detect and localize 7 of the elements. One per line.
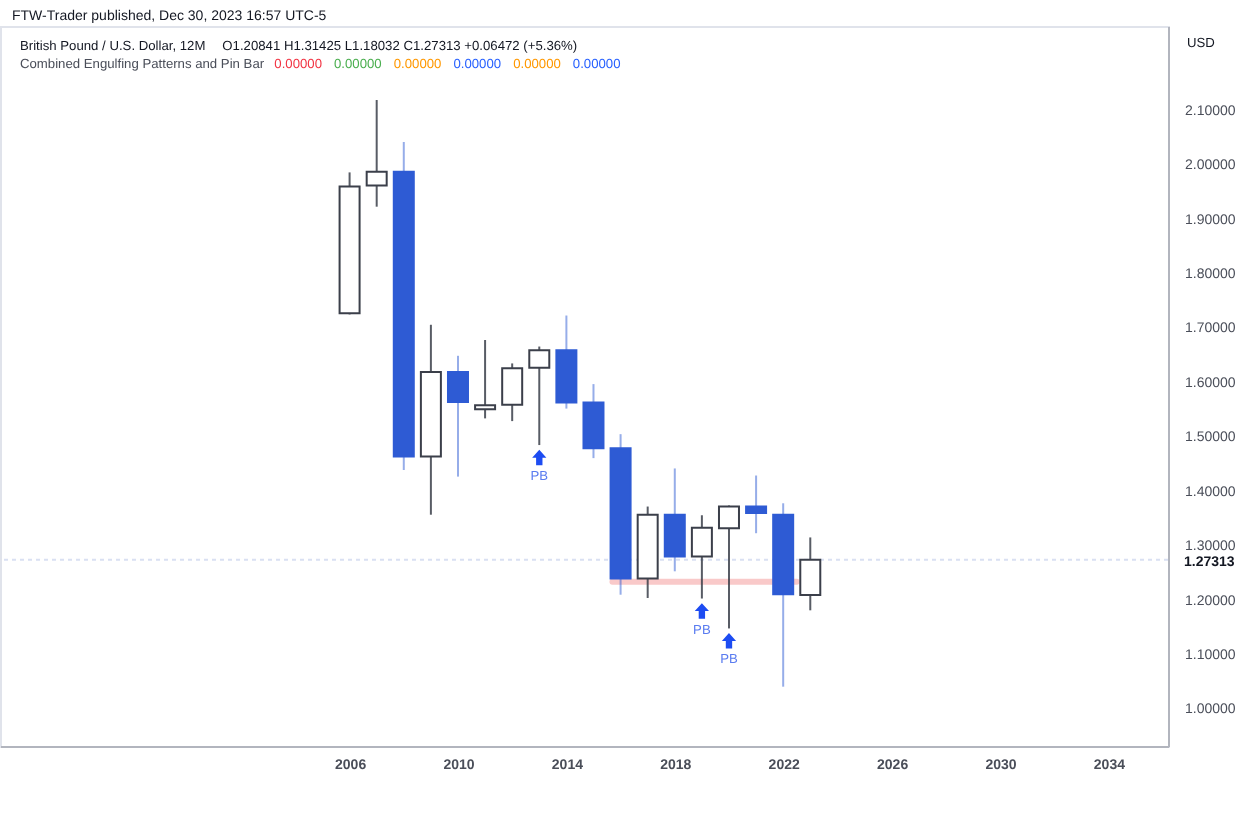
- candlestick: [717, 504, 740, 630]
- candlestick: [474, 339, 497, 420]
- candlestick: [365, 99, 388, 208]
- candlestick: [799, 536, 822, 612]
- candlestick: [690, 514, 713, 600]
- candlestick: [501, 362, 524, 423]
- candlestick: [528, 345, 551, 447]
